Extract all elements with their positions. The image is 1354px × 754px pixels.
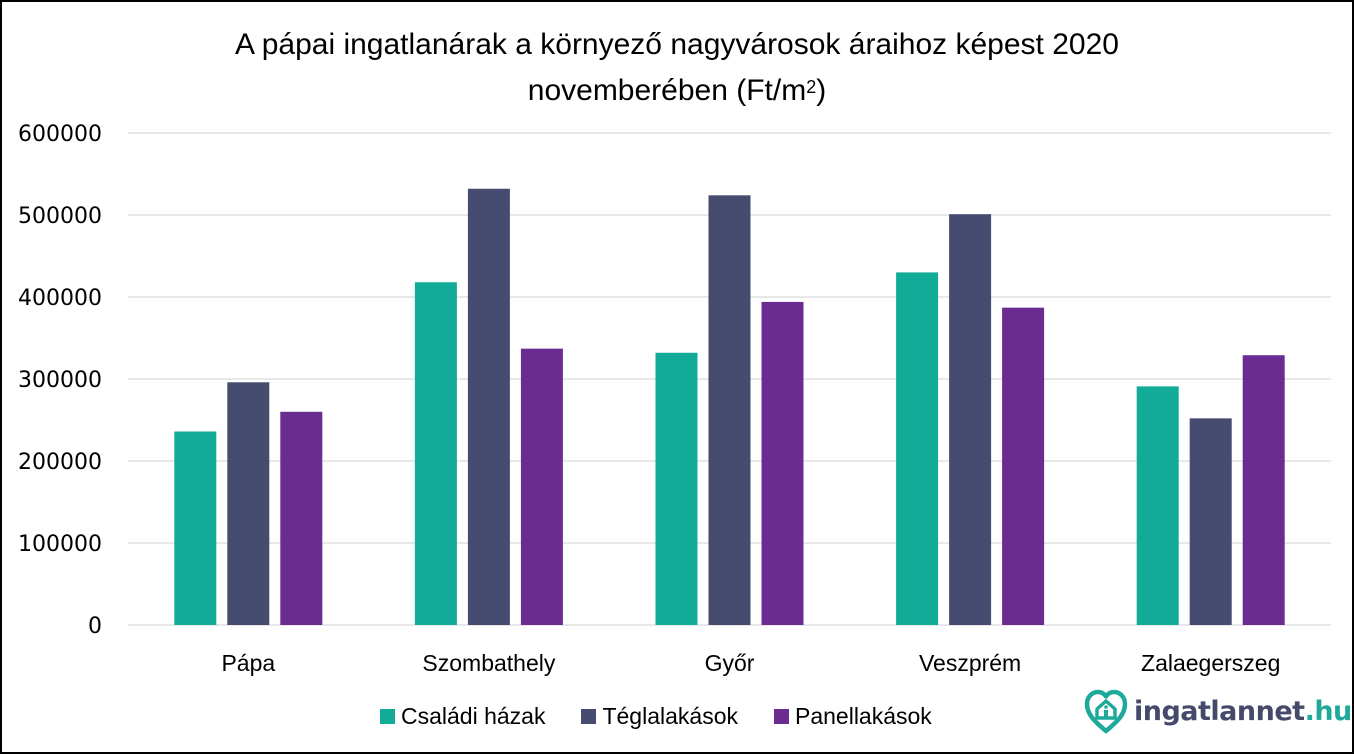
y-tick-label: 500000 [18, 204, 102, 229]
x-tick-label: Szombathely [422, 650, 555, 676]
bars [174, 188, 1285, 625]
chart-title-superscript: 2 [806, 77, 817, 97]
x-tick-label: Veszprém [919, 650, 1021, 676]
y-axis-ticks: 0 100000 200000 300000 400000 500000 600000 [18, 122, 102, 639]
y-tick-label: 100000 [18, 532, 102, 557]
legend: Családi házak Téglalakások Panellakások [380, 703, 932, 730]
y-tick-label: 200000 [18, 450, 102, 475]
bar-veszprém-2 [1002, 307, 1045, 625]
legend-label: Téglalakások [602, 703, 738, 729]
chart-title-line1: A pápai ingatlanárak a környező nagyváro… [235, 28, 1119, 61]
bar-veszprém-0 [896, 272, 939, 625]
chart-title: A pápai ingatlanárak a környező nagyváro… [0, 22, 1354, 114]
legend-label: Családi házak [401, 703, 546, 729]
x-tick-label: Pápa [221, 650, 275, 676]
bar-zalaegerszeg-1 [1189, 418, 1232, 625]
legend-swatch [380, 709, 395, 724]
y-tick-label: 300000 [18, 368, 102, 393]
chart-title-line2-end: ) [816, 74, 827, 107]
legend-label: Panellakások [795, 703, 932, 729]
x-tick-label: Győr [705, 650, 755, 676]
bar-zalaegerszeg-2 [1242, 355, 1285, 625]
x-axis-ticks: Pápa Szombathely Győr Veszprém Zalaegerszeg [221, 650, 1280, 676]
bar-győr-0 [655, 352, 698, 625]
bar-győr-1 [708, 195, 751, 625]
bar-pápa-1 [227, 382, 270, 625]
chart-title-line2: novemberében (Ft/m2) [0, 68, 1354, 114]
legend-item-teglalakasok[interactable]: Téglalakások [581, 703, 738, 730]
bar-pápa-0 [174, 431, 217, 625]
legend-item-csaladi-hazak[interactable]: Családi házak [380, 703, 545, 730]
y-tick-label: 600000 [18, 122, 102, 147]
bar-zalaegerszeg-0 [1136, 386, 1179, 625]
ingatlannet-logo: ingatlannet.hu [1084, 688, 1352, 734]
bar-győr-2 [761, 301, 804, 625]
y-tick-label: 0 [88, 614, 102, 639]
bar-szombathely-0 [414, 282, 457, 625]
logo-name: ingatlannet [1134, 695, 1305, 727]
bar-pápa-2 [280, 411, 323, 625]
y-tick-label: 400000 [18, 286, 102, 311]
logo-tld: .hu [1304, 695, 1353, 727]
bar-szombathely-1 [467, 188, 510, 625]
bar-szombathely-2 [520, 348, 563, 625]
chart-title-line2-main: novemberében (Ft/m [527, 74, 807, 107]
logo-text: ingatlannet.hu [1134, 696, 1352, 727]
x-tick-label: Zalaegerszeg [1141, 650, 1280, 676]
heart-house-icon [1084, 689, 1128, 734]
legend-item-panellakasok[interactable]: Panellakások [774, 703, 932, 730]
legend-swatch [774, 709, 789, 724]
bar-veszprém-1 [949, 214, 992, 625]
legend-swatch [581, 709, 597, 724]
